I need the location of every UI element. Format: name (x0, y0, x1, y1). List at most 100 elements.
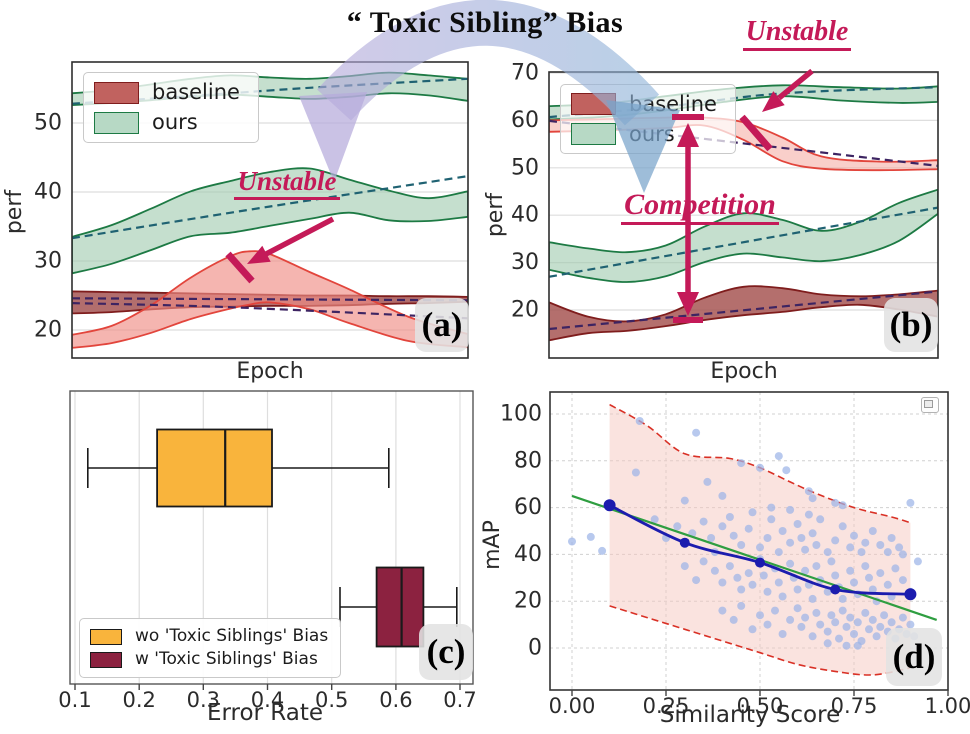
scatter-point (827, 611, 836, 620)
scatter-point (744, 569, 753, 578)
scatter-point (680, 538, 689, 547)
scatter-point (838, 501, 847, 510)
scatter-point (827, 557, 836, 566)
scatter-point (744, 524, 753, 533)
baseline-swatch (94, 81, 139, 104)
tick-label: 20 (514, 589, 542, 614)
scatter-point (842, 622, 851, 631)
scatter-point (804, 487, 813, 496)
scatter-point (789, 573, 798, 582)
scatter-point (876, 541, 885, 549)
trend-baseline-flat-trend (72, 297, 468, 302)
upper-bound-line (609, 403, 911, 524)
mean-marker (904, 588, 917, 601)
fit-line (571, 494, 938, 621)
scatter-point (710, 566, 719, 575)
scatter-point (801, 545, 810, 554)
scatter-point (703, 477, 712, 486)
scatter-point (913, 557, 922, 566)
scatter-point (763, 534, 772, 542)
scatter-point (808, 529, 817, 538)
scatter-point (793, 520, 802, 528)
scatter-point (737, 585, 746, 594)
legend-item-w-bias: w 'Toxic Siblings' Bias (90, 651, 330, 668)
scatter-point (778, 527, 787, 535)
annotation-unstable-a: Unstable (212, 166, 362, 200)
yaxis-label-a: perf (2, 189, 27, 235)
scatter-point (816, 576, 825, 585)
scatter-point (838, 522, 847, 531)
scatter-point (763, 620, 772, 629)
scatter-point (692, 428, 701, 437)
scatter-point (835, 583, 843, 592)
scatter-point (853, 618, 862, 627)
scatter-point (831, 536, 840, 545)
scatter-point (887, 618, 896, 627)
tick-label: 0.00 (549, 694, 596, 718)
scatter-point (880, 611, 889, 620)
scatter-point (861, 608, 870, 617)
xaxis-label-d: Similarity Score (659, 702, 841, 728)
scatter-point (778, 592, 787, 601)
tick-label: 70 (511, 61, 539, 86)
ours-swatch (571, 123, 616, 145)
scatter-point (793, 585, 802, 594)
tick-label: 0.7 (443, 688, 476, 712)
scatter-point (767, 503, 776, 512)
scatter-point (699, 557, 708, 566)
legend-label: ours (152, 110, 198, 134)
scatter-point (804, 510, 813, 519)
trend-baseline-decline-trend (72, 302, 468, 320)
tick-label: 50 (34, 111, 62, 136)
legend-label: baseline (629, 91, 717, 116)
scatter-point (801, 566, 810, 575)
scatter-point (718, 522, 727, 531)
w-bias-swatch (90, 651, 122, 668)
wo-bias-swatch (90, 628, 122, 645)
tick-label: 40 (34, 180, 62, 205)
scatter-point (891, 564, 900, 573)
xaxis-label-b: Epoch (710, 359, 778, 384)
scatter-point (865, 573, 873, 582)
scatter-point (846, 566, 855, 575)
scatter-point (756, 555, 764, 564)
mean-marker (679, 537, 690, 548)
annotation-competition: Competition (597, 188, 803, 225)
tick-label: 0.6 (379, 688, 412, 712)
scatter-point (906, 498, 915, 507)
annotation-text: Unstable (234, 167, 340, 200)
legend-label: baseline (152, 80, 240, 104)
scatter-point (846, 613, 855, 622)
legend-label: w 'Toxic Siblings' Bias (135, 649, 318, 669)
scatter-point (898, 550, 907, 559)
scatter-point (786, 559, 795, 568)
scatter-point (786, 615, 795, 624)
scatter-point (850, 630, 858, 638)
scatter-point (748, 508, 757, 517)
scatter-point (718, 606, 727, 615)
tick-label: 40 (514, 542, 542, 567)
scatter-point (906, 587, 915, 596)
scatter-point (842, 641, 851, 650)
scatter-point (838, 606, 847, 615)
scatter-point (699, 517, 708, 526)
mean-marker (603, 499, 616, 512)
tick-label: 20 (511, 298, 539, 323)
yaxis-label-d: mAP (480, 520, 505, 570)
scatter-point (771, 564, 779, 573)
legend-item-ours: ours (94, 110, 248, 134)
mean-marker (755, 557, 765, 568)
scatter-point (868, 615, 877, 624)
scatter-point (823, 639, 832, 648)
scatter-point (729, 615, 738, 624)
legend-item-baseline: baseline (571, 93, 725, 115)
scatter-point (748, 580, 757, 589)
scatter-point (883, 548, 892, 557)
scatter-point (898, 613, 907, 622)
scatter-point (778, 630, 787, 638)
scatter-point (692, 576, 701, 585)
scatter-point (846, 543, 855, 552)
scatter-point (718, 491, 727, 500)
scatter-point (718, 578, 727, 587)
scatter-point (568, 537, 576, 546)
